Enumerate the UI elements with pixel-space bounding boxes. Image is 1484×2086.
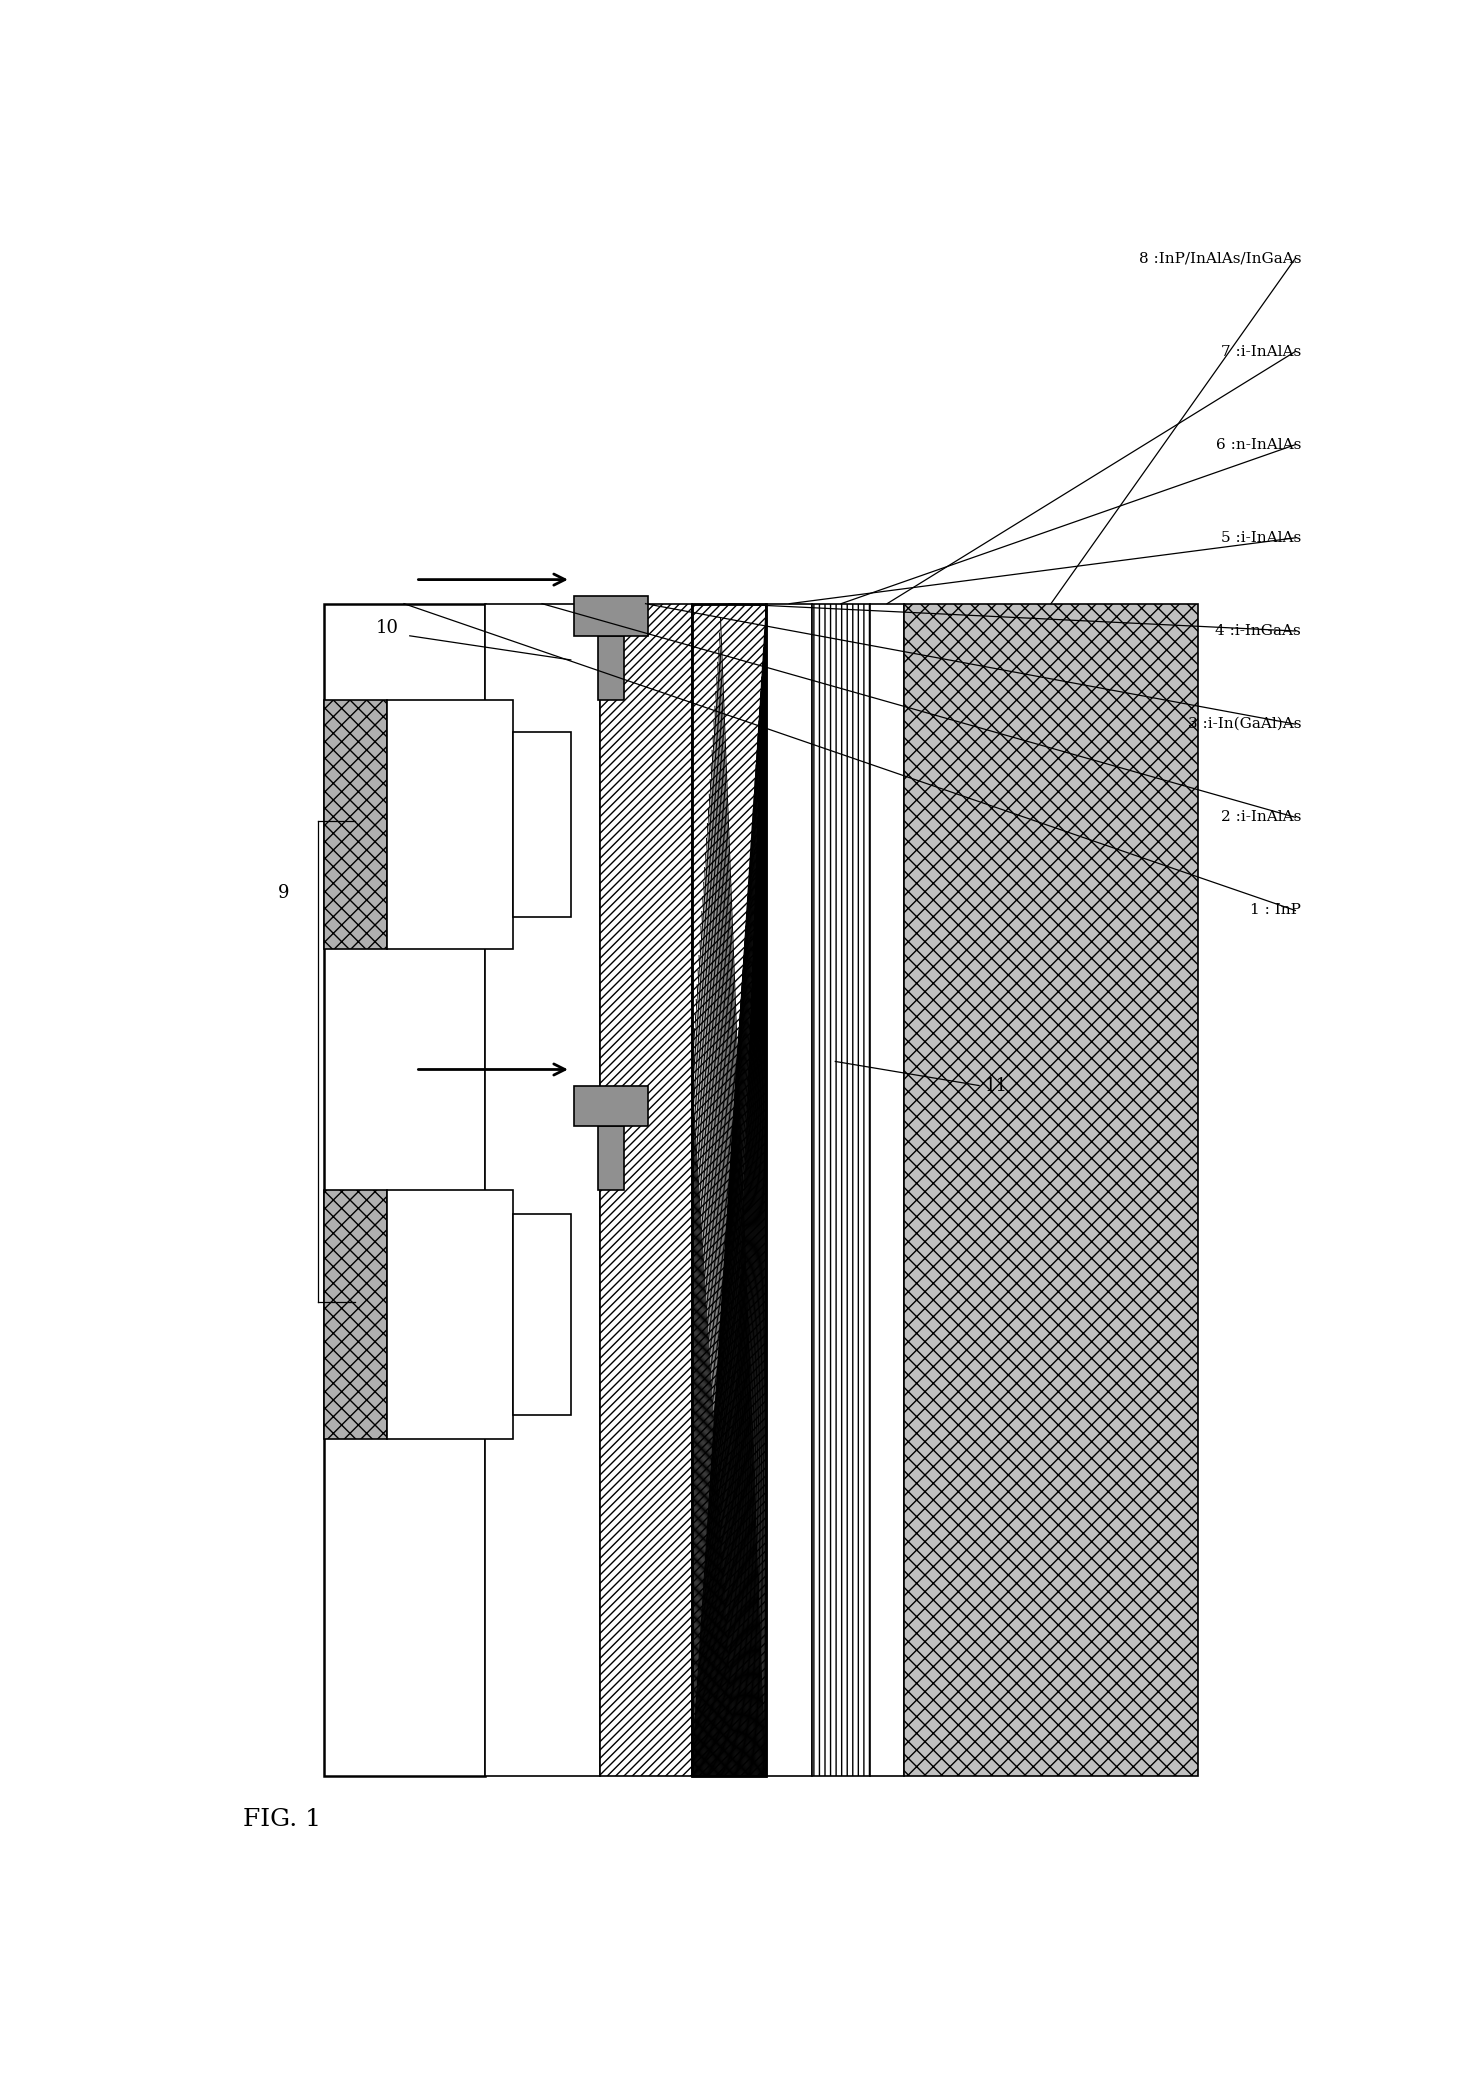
Bar	[574, 597, 649, 636]
Bar	[513, 1214, 571, 1414]
Text: 5 :i-InAlAs: 5 :i-InAlAs	[1221, 530, 1301, 544]
Bar	[324, 603, 485, 1777]
Bar	[324, 701, 387, 949]
Bar	[574, 1085, 649, 1126]
Bar	[513, 732, 571, 918]
Text: 1 : InP: 1 : InP	[1250, 903, 1301, 918]
Bar	[598, 1126, 623, 1189]
Bar	[485, 603, 600, 1777]
Bar	[598, 636, 623, 701]
Text: 11: 11	[985, 1076, 1008, 1095]
Bar	[904, 603, 1198, 1777]
Text: 2 :i-InAlAs: 2 :i-InAlAs	[1221, 809, 1301, 824]
Text: 9: 9	[278, 884, 289, 901]
Bar	[692, 603, 766, 1777]
Bar	[600, 603, 692, 1777]
Bar	[324, 1189, 387, 1439]
Text: 10: 10	[375, 620, 398, 636]
Text: 4 :i-InGaAs: 4 :i-InGaAs	[1215, 624, 1301, 638]
Text: 3 :i-In(GaAl)As: 3 :i-In(GaAl)As	[1187, 718, 1301, 732]
Text: 8 :InP/InAlAs/InGaAs: 8 :InP/InAlAs/InGaAs	[1138, 250, 1301, 265]
Text: FIG. 1: FIG. 1	[243, 1809, 321, 1832]
Text: 7 :i-InAlAs: 7 :i-InAlAs	[1221, 344, 1301, 359]
Bar	[692, 603, 766, 1777]
Bar	[870, 603, 904, 1777]
Bar	[812, 603, 870, 1777]
Bar	[387, 1189, 513, 1439]
Bar	[766, 603, 812, 1777]
Text: 6 :n-InAlAs: 6 :n-InAlAs	[1215, 438, 1301, 453]
Bar	[387, 701, 513, 949]
